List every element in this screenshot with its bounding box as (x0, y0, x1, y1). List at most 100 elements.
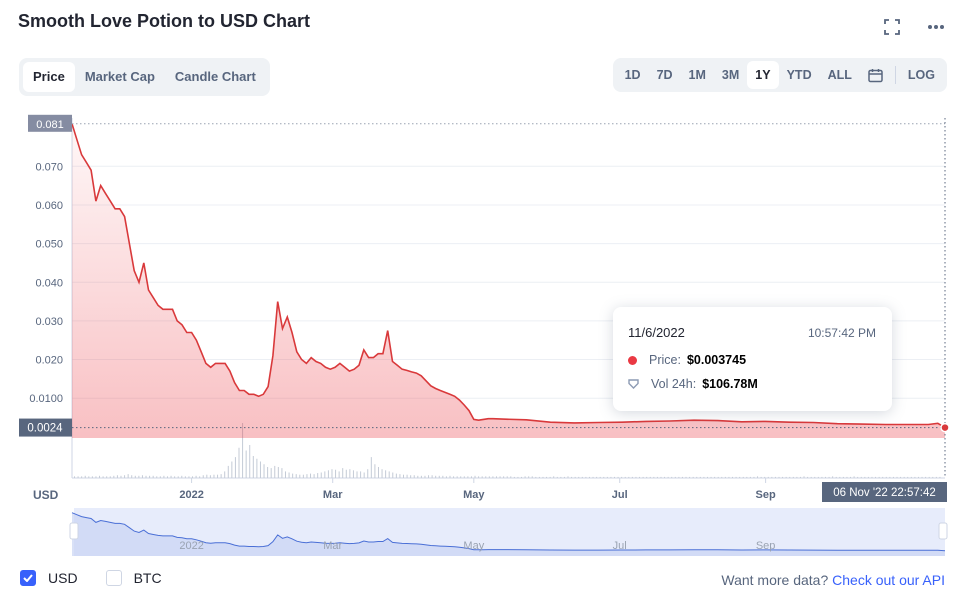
volume-bar (596, 476, 598, 478)
current-label-box (19, 418, 72, 437)
volume-bar (481, 476, 483, 478)
more-data-text: Want more data? (721, 572, 829, 588)
tooltip-volume-value: $106.78M (702, 377, 758, 391)
calendar-icon[interactable] (860, 61, 891, 89)
volume-bar (231, 461, 233, 478)
volume-bar (120, 475, 122, 478)
volume-bar (363, 472, 365, 478)
volume-bar (910, 476, 912, 478)
volume-shield-icon (628, 379, 639, 389)
volume-bar (152, 475, 154, 478)
price-area (72, 123, 945, 439)
range-ytd[interactable]: YTD (786, 68, 812, 82)
volume-bar (660, 476, 662, 478)
range-1y[interactable]: 1Y (747, 61, 779, 89)
volume-bar (585, 476, 587, 478)
range-all[interactable]: ALL (827, 68, 852, 82)
range-7d[interactable]: 7D (656, 68, 673, 82)
btc-checkbox[interactable] (105, 570, 122, 586)
volume-bar (917, 476, 919, 478)
range-1m[interactable]: 1M (688, 68, 706, 82)
volume-bar (442, 475, 444, 478)
volume-bar (485, 476, 487, 478)
volume-bar (388, 471, 390, 478)
y-tick-label: 0.020 (35, 355, 63, 367)
volume-bar (631, 476, 633, 478)
api-link[interactable]: Check out our API (832, 572, 945, 588)
volume-bar (510, 476, 512, 478)
volume-bar (689, 476, 691, 478)
volume-bar (646, 476, 648, 478)
volume-bar (728, 476, 730, 478)
navigator-tick-label: Sep (756, 540, 776, 552)
volume-bar (327, 470, 329, 478)
tab-price[interactable]: Price (23, 62, 75, 92)
volume-bar (245, 450, 247, 478)
volume-bar (850, 476, 852, 478)
volume-bar (495, 476, 497, 478)
volume-bar (367, 469, 369, 478)
range-1d[interactable]: 1D (624, 68, 641, 82)
chart-markers: 0.081 0.0024 06 Nov '22 22:57:42 (19, 114, 950, 502)
volume-bar (724, 476, 726, 478)
volume-bar (399, 474, 401, 478)
usd-checkbox[interactable] (20, 570, 36, 586)
range-3m[interactable]: 3M (721, 68, 740, 82)
volume-bar (156, 476, 158, 478)
volume-bar (163, 475, 165, 478)
volume-bar (274, 465, 276, 478)
volume-bar (817, 476, 819, 478)
volume-bar (413, 475, 415, 478)
volume-bar (521, 476, 523, 478)
fullscreen-icon[interactable] (881, 16, 903, 38)
volume-bar (195, 475, 197, 478)
navigator-line (71, 512, 946, 552)
volume-bar (131, 475, 133, 478)
volume-bar (907, 476, 909, 478)
chart-tooltip: 11/6/2022 10:57:42 PM Price: $0.003745 V… (613, 307, 892, 411)
volume-bar (757, 476, 759, 478)
volume-bar (814, 476, 816, 478)
volume-bar (395, 473, 397, 478)
volume-bar (410, 475, 412, 478)
y-tick-label: 0.060 (35, 200, 63, 212)
volume-bar (77, 476, 79, 478)
crosshair-label-box (822, 482, 947, 502)
volume-bar (807, 476, 809, 478)
tab-market-cap[interactable]: Market Cap (84, 69, 155, 84)
volume-bar (138, 475, 140, 478)
volume-bar (656, 476, 658, 478)
volume-bar (134, 475, 136, 478)
volume-bar (739, 476, 741, 478)
tab-candle-chart[interactable]: Candle Chart (174, 69, 256, 84)
volume-bar (649, 476, 651, 478)
volume-bar (571, 476, 573, 478)
range-navigator[interactable]: 2022 Mar May Jul Sep (69, 508, 948, 556)
navigator-handle-right[interactable] (938, 522, 948, 540)
volume-bar (206, 474, 208, 478)
volume-bar (177, 476, 179, 478)
volume-bar (760, 476, 762, 478)
volume-bar (664, 476, 666, 478)
volume-bar (606, 476, 608, 478)
btc-label[interactable]: BTC (133, 570, 162, 586)
x-tick-label: Sep (756, 489, 776, 501)
volume-bar (310, 473, 312, 478)
volume-bar (234, 457, 236, 478)
navigator-handle-left[interactable] (69, 522, 79, 540)
volume-bar (821, 476, 823, 478)
usd-label[interactable]: USD (48, 570, 78, 586)
volume-bar (835, 476, 837, 478)
more-icon[interactable] (925, 16, 947, 38)
volume-bar (374, 464, 376, 478)
navigator-tick-label: Mar (323, 540, 342, 552)
tooltip-volume-row: Vol 24h: $106.78M (628, 377, 758, 391)
volume-bar (456, 476, 458, 478)
volume-bar (574, 476, 576, 478)
volume-bar (939, 476, 941, 478)
page-title: Smooth Love Potion to USD Chart (18, 11, 310, 31)
log-toggle[interactable]: LOG (907, 68, 935, 82)
volume-bar (220, 474, 222, 478)
volume-bar (914, 476, 916, 478)
